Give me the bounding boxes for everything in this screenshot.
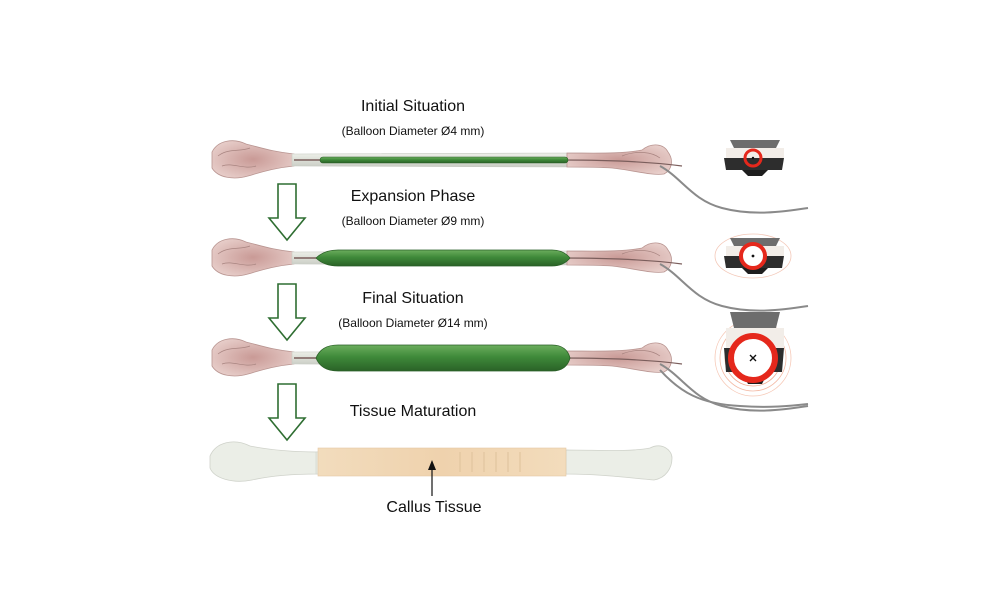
stage-title-maturation: Tissue Maturation — [349, 403, 477, 420]
arrow-down-icon — [267, 183, 307, 242]
arrow-down-icon — [267, 283, 307, 342]
stage-title-expansion: Expansion Phase — [350, 188, 476, 205]
stage-title-initial: Initial Situation — [360, 98, 466, 115]
catheter-arc — [659, 369, 809, 408]
balloon-expansion — [315, 249, 571, 267]
stage-title-final: Final Situation — [362, 290, 464, 307]
stage-final-bone — [211, 337, 809, 412]
stage-maturation-bone — [209, 441, 673, 482]
stage-expansion-bone — [211, 237, 809, 312]
stage-subtitle-expansion: (Balloon Diameter Ø9 mm) — [341, 214, 485, 228]
cross-section-final — [714, 312, 792, 397]
cross-section-initial — [724, 140, 784, 176]
balloon-initial — [319, 156, 569, 164]
callus-tissue-label: Callus Tissue — [386, 499, 482, 516]
stage-subtitle-initial: (Balloon Diameter Ø4 mm) — [341, 124, 485, 138]
callus-pointer-arrowhead — [428, 460, 436, 470]
cross-section-expansion — [714, 233, 792, 279]
stage-initial-bone — [211, 139, 809, 214]
callus-tissue-region — [317, 447, 567, 477]
balloon-final — [315, 344, 571, 372]
arrow-down-icon — [267, 383, 307, 442]
stage-subtitle-final: (Balloon Diameter Ø14 mm) — [338, 316, 488, 330]
